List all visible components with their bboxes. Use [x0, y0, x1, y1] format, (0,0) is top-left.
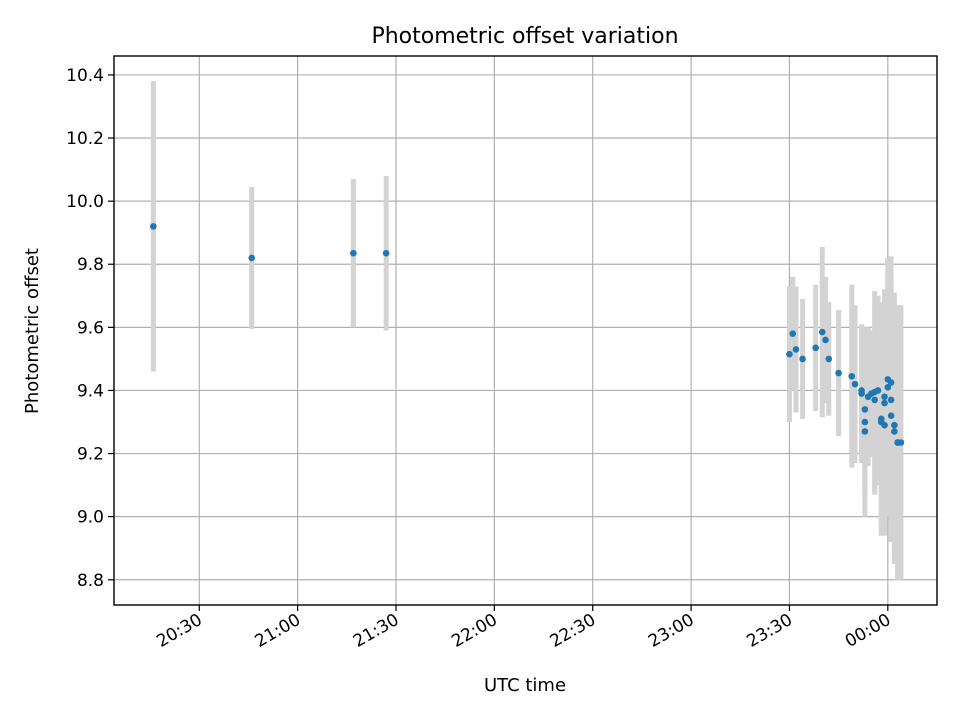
data-point	[851, 380, 859, 388]
data-point	[891, 421, 898, 429]
data-point	[382, 249, 390, 257]
data-point	[789, 330, 797, 337]
data-point	[881, 399, 888, 407]
data-points	[150, 223, 905, 446]
data-point	[248, 254, 256, 262]
data-point	[825, 355, 833, 363]
data-point	[881, 421, 888, 429]
y-tick-label: 9.0	[77, 508, 104, 528]
data-point	[861, 406, 869, 413]
data-point	[858, 390, 865, 397]
data-point	[350, 249, 357, 257]
data-point	[792, 346, 800, 353]
grid	[114, 56, 937, 605]
plot-frame	[113, 55, 938, 606]
data-point	[786, 350, 793, 358]
y-tick-label: 9.4	[77, 381, 104, 401]
data-point	[818, 328, 826, 336]
data-point	[822, 336, 829, 344]
x-axis-label: UTC time	[484, 675, 566, 696]
y-axis-label: Photometric offset	[22, 248, 43, 414]
y-tick-label: 10.2	[66, 129, 104, 149]
data-point	[812, 344, 819, 352]
data-point	[871, 396, 879, 404]
data-point	[835, 369, 842, 377]
data-point	[861, 428, 869, 435]
data-point	[897, 439, 905, 446]
data-point	[887, 396, 895, 404]
data-point	[848, 372, 856, 380]
data-point	[891, 428, 898, 435]
y-tick-label: 10.0	[66, 192, 104, 212]
data-point	[881, 393, 888, 401]
y-tick-label: 8.8	[77, 571, 104, 591]
data-point	[887, 379, 895, 386]
data-point	[874, 387, 882, 394]
data-point	[884, 383, 892, 391]
y-tick-label: 9.8	[77, 255, 104, 275]
y-tick-label: 9.6	[77, 318, 104, 338]
y-tick-label: 9.2	[77, 445, 104, 465]
data-point	[887, 412, 895, 419]
data-point	[799, 355, 806, 363]
chart-title: Photometric offset variation	[371, 24, 678, 49]
data-point	[877, 415, 885, 423]
data-point	[861, 418, 869, 426]
y-tick-label: 10.4	[66, 66, 104, 86]
data-point	[150, 223, 157, 230]
